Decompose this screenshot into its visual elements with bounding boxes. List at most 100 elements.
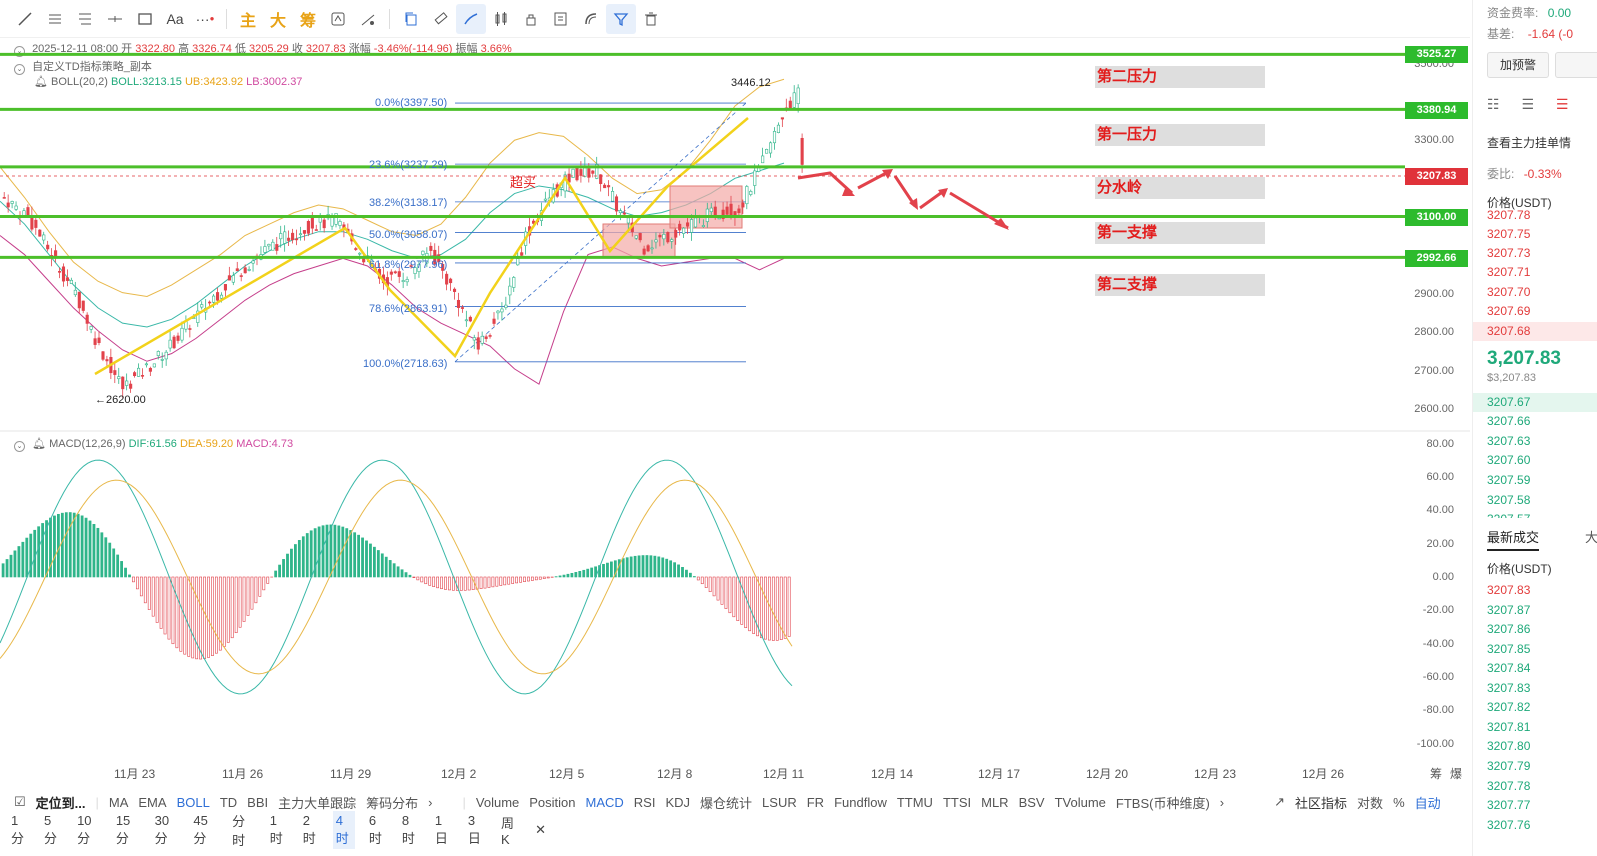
timeframe-1h[interactable]: 1时	[269, 813, 283, 846]
ask-row[interactable]: 3207.68	[1473, 322, 1597, 341]
price-tag-second-resistance[interactable]: 3525.27	[1405, 46, 1468, 63]
first-resistance-label[interactable]: 第一压力	[1095, 124, 1265, 146]
main-ind-boll[interactable]: BOLL	[176, 794, 210, 810]
bids-only-icon[interactable]: ☰	[1521, 96, 1535, 112]
support-resistance-lines[interactable]	[0, 52, 1405, 259]
main-indicator-button[interactable]: 主	[239, 12, 256, 30]
sub-ind-ttmu[interactable]: TTMU	[896, 794, 933, 810]
timeframe-4h[interactable]: 4时	[332, 811, 355, 849]
bell-icon[interactable]: 🔔︎	[34, 76, 48, 88]
close-icon[interactable]: ✕	[535, 822, 547, 837]
sub-ind-macd[interactable]: MACD	[585, 794, 624, 810]
ask-row[interactable]: 3207.75	[1487, 227, 1531, 241]
trend-line-icon[interactable]	[10, 4, 40, 34]
view-main-orders[interactable]: 查看主力挂单情	[1487, 136, 1572, 150]
second-resistance-label[interactable]: 第二压力	[1095, 66, 1265, 88]
sub-ind-lsur[interactable]: LSUR	[762, 794, 797, 810]
sub-ind-position[interactable]: Position	[529, 794, 576, 810]
timeframe-1w[interactable]: 周K	[500, 816, 514, 847]
wave-lines[interactable]	[94, 117, 749, 376]
timeframe-3d[interactable]: 3日	[467, 813, 481, 846]
timeframe-10m[interactable]: 10分	[77, 813, 92, 846]
latest-trades-tab[interactable]: 最新成交	[1487, 527, 1540, 551]
community-indicators[interactable]: 社区指标	[1295, 795, 1348, 811]
sub-ind-fr[interactable]: FR	[806, 794, 825, 810]
timeframe-1m[interactable]: 1分	[11, 813, 25, 846]
locate-button[interactable]: 定位到...	[35, 795, 86, 811]
chevron-right-icon[interactable]: ›	[1219, 794, 1225, 810]
macd-name[interactable]: MACD(12,26,9)	[49, 438, 126, 450]
orderbook-view-icons[interactable]: ☷ ☰ ☰	[1487, 96, 1568, 113]
price-tag-first-support[interactable]: 3100.00	[1405, 209, 1468, 226]
main-ind-bbi[interactable]: BBI	[247, 794, 269, 810]
sub-ind-mlr[interactable]: MLR	[981, 794, 1009, 810]
timeframe-1d[interactable]: 1日	[434, 813, 448, 846]
ask-row[interactable]: 3207.73	[1487, 246, 1531, 260]
price-tag-second-support[interactable]: 2992.66	[1405, 250, 1468, 267]
community-icon[interactable]: ↗	[1274, 794, 1286, 809]
text-tool-icon[interactable]: Aa	[166, 10, 184, 27]
more-tools-icon[interactable]: ··· ●	[195, 10, 215, 27]
consolidation-boxes[interactable]	[602, 185, 743, 259]
sub-ind-ttsi[interactable]: TTSI	[942, 794, 972, 810]
timeframe-8h[interactable]: 8时	[401, 813, 415, 846]
add-alert-button[interactable]: 加预警	[1487, 52, 1549, 78]
sub-ind-tvolume[interactable]: TVolume	[1054, 794, 1106, 810]
magnet-icon[interactable]	[576, 4, 606, 34]
locate-icon[interactable]: ☑	[14, 794, 26, 809]
trash-icon[interactable]	[636, 4, 666, 34]
auto-scale-toggle[interactable]: 自动	[1414, 795, 1441, 811]
sub-ind-liquidation[interactable]: 爆仓统计	[700, 795, 753, 811]
sync-icon[interactable]	[323, 4, 353, 34]
projection-arrow[interactable]	[893, 175, 917, 207]
bid-row[interactable]: 3207.57	[1487, 510, 1597, 518]
timeframe-2h[interactable]: 2时	[302, 813, 316, 846]
log-scale-toggle[interactable]: 对数	[1357, 795, 1384, 811]
bell-icon[interactable]: 🔔︎	[32, 438, 47, 450]
bid-row[interactable]: 3207.67	[1473, 393, 1597, 412]
ask-row[interactable]: 3207.69	[1487, 304, 1531, 318]
horizontal-lines-icon[interactable]	[40, 4, 70, 34]
timeframe-6h[interactable]: 6时	[368, 813, 382, 846]
main-ind-td[interactable]: TD	[219, 794, 238, 810]
rectangle-icon[interactable]	[130, 4, 160, 34]
liquidation-toggle[interactable]: 爆	[1450, 767, 1463, 781]
ruler-icon[interactable]	[426, 4, 456, 34]
parallel-channel-icon[interactable]	[70, 4, 100, 34]
main-ind-big-order[interactable]: 主力大单跟踪	[278, 795, 357, 811]
main-ind-ma[interactable]: MA	[108, 794, 129, 810]
sub-ind-bsv[interactable]: BSV	[1018, 794, 1045, 810]
filter-icon[interactable]	[606, 3, 636, 34]
chip-toggle[interactable]: 筹	[1430, 767, 1443, 781]
timeframe-45m[interactable]: 45分	[193, 813, 208, 846]
both-sides-icon[interactable]: ☷	[1487, 96, 1500, 112]
sub-ind-ftbs[interactable]: FTBS(币种维度)	[1115, 795, 1210, 811]
watershed-label[interactable]: 分水岭	[1095, 177, 1265, 199]
candle-icon[interactable]	[486, 4, 516, 34]
chip-distribution-button[interactable]: 筹	[299, 12, 316, 30]
projection-arrows[interactable]	[797, 169, 1009, 230]
chevron-right-icon[interactable]: ›	[428, 794, 433, 810]
timeframe-5m[interactable]: 5分	[44, 813, 58, 846]
secondary-button[interactable]	[1555, 52, 1597, 78]
copy-icon[interactable]	[396, 4, 426, 34]
sub-ind-volume[interactable]: Volume	[475, 794, 520, 810]
timeframe-30m[interactable]: 30分	[154, 813, 170, 846]
strategy-name[interactable]: 自定义TD指标策略_副本	[32, 61, 152, 73]
bid-row[interactable]: 3207.63	[1487, 434, 1531, 448]
projection-arrow[interactable]	[797, 171, 854, 195]
collapse-icon[interactable]: ⌄	[14, 46, 25, 57]
timeframe-timeshare[interactable]: 分时	[232, 814, 246, 848]
asks-only-icon[interactable]: ☰	[1555, 96, 1569, 112]
sub-ind-rsi[interactable]: RSI	[633, 794, 656, 810]
lock-icon[interactable]	[516, 4, 546, 34]
main-ind-chip[interactable]: 筹码分布	[366, 795, 419, 811]
bid-row[interactable]: 3207.59	[1487, 473, 1531, 487]
big-order-button[interactable]: 大	[269, 12, 286, 30]
collapse-icon[interactable]: ⌄	[14, 441, 25, 452]
horizontal-line-icon[interactable]	[100, 4, 130, 34]
bid-row[interactable]: 3207.66	[1487, 414, 1531, 428]
bid-row[interactable]: 3207.60	[1487, 453, 1531, 467]
timeframe-15m[interactable]: 15分	[115, 813, 131, 846]
price-tag-first-resistance[interactable]: 3380.94	[1405, 102, 1468, 119]
